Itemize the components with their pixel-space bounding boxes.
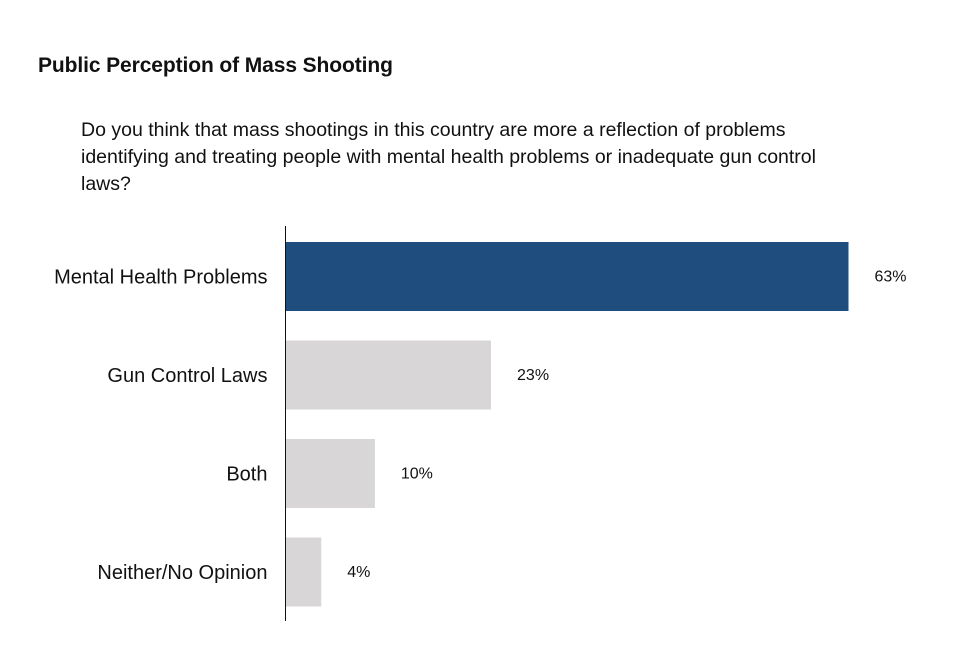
bar-gun-control-laws xyxy=(285,340,492,410)
value-label: 10% xyxy=(401,466,433,483)
category-label: Both xyxy=(226,464,267,486)
bar-mental-health-problems xyxy=(285,242,849,311)
bar-neither-no-opinion xyxy=(285,537,322,607)
labels-layer: Mental Health Problems 63% Gun Control Law… xyxy=(54,267,906,585)
value-label: 4% xyxy=(347,564,370,581)
value-label: 23% xyxy=(517,367,549,384)
category-label: Mental Health Problems xyxy=(54,267,267,289)
category-label: Neither/No Opinion xyxy=(97,562,267,584)
value-label: 63% xyxy=(875,269,907,286)
chart-subtitle: Do you think that mass shootings in this… xyxy=(81,119,816,195)
bar-both xyxy=(285,439,375,508)
bars-layer xyxy=(285,242,849,607)
chart-title: Public Perception of Mass Shooting xyxy=(38,54,393,77)
category-label: Gun Control Laws xyxy=(107,365,267,387)
